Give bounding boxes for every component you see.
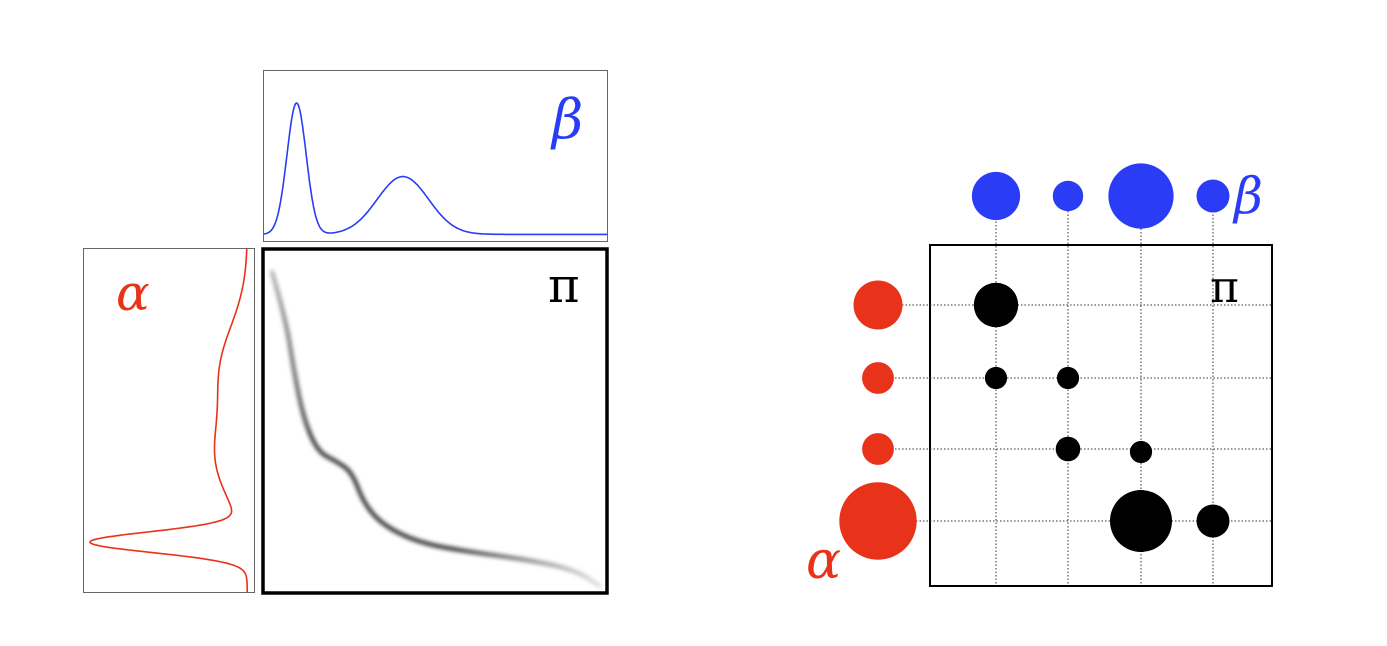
alpha-weight-dot (862, 433, 894, 465)
plan-weight-dot (1056, 366, 1080, 390)
alpha-label-discrete: α (806, 531, 841, 591)
alpha-weight-dot (862, 362, 894, 394)
continuous-panel: β α π (83, 70, 609, 595)
alpha-density-plot: α (83, 248, 255, 593)
transport-plan-continuous: π (261, 247, 609, 595)
plan-weights (973, 282, 1230, 552)
beta-weight-dot (1196, 179, 1230, 213)
pi-label-discrete: π (1210, 262, 1239, 313)
beta-weight-dot (971, 171, 1021, 221)
pi-label-continuous: π (548, 258, 580, 314)
plan-weight-dot (984, 366, 1008, 390)
plan-frame (261, 247, 609, 595)
plan-weight-dot (1110, 490, 1172, 552)
beta-weights (971, 163, 1230, 229)
plan-weight-dot (1055, 436, 1081, 462)
beta-weight-dot (1108, 163, 1174, 229)
alpha-label-continuous: α (116, 264, 150, 322)
alpha-weights (839, 280, 917, 560)
alpha-weight-dot (839, 482, 917, 560)
discrete-panel: β α π (806, 163, 1273, 591)
beta-weight-dot (1052, 180, 1084, 212)
beta-density-plot: β (263, 70, 608, 242)
alpha-weight-dot (853, 280, 903, 330)
plan-weight-dot (1196, 504, 1230, 538)
beta-label-discrete: β (1232, 167, 1263, 225)
alpha-density-frame (83, 248, 255, 593)
beta-density-frame (263, 70, 608, 242)
plan-weight-dot (1129, 440, 1153, 464)
beta-label-continuous: β (550, 88, 583, 151)
beta-density-curve (263, 102, 607, 236)
discrete-plan-frame (929, 244, 1273, 587)
alpha-density-curve (89, 248, 249, 592)
plan-density-ridge (270, 270, 602, 588)
plan-weight-dot (973, 282, 1019, 328)
